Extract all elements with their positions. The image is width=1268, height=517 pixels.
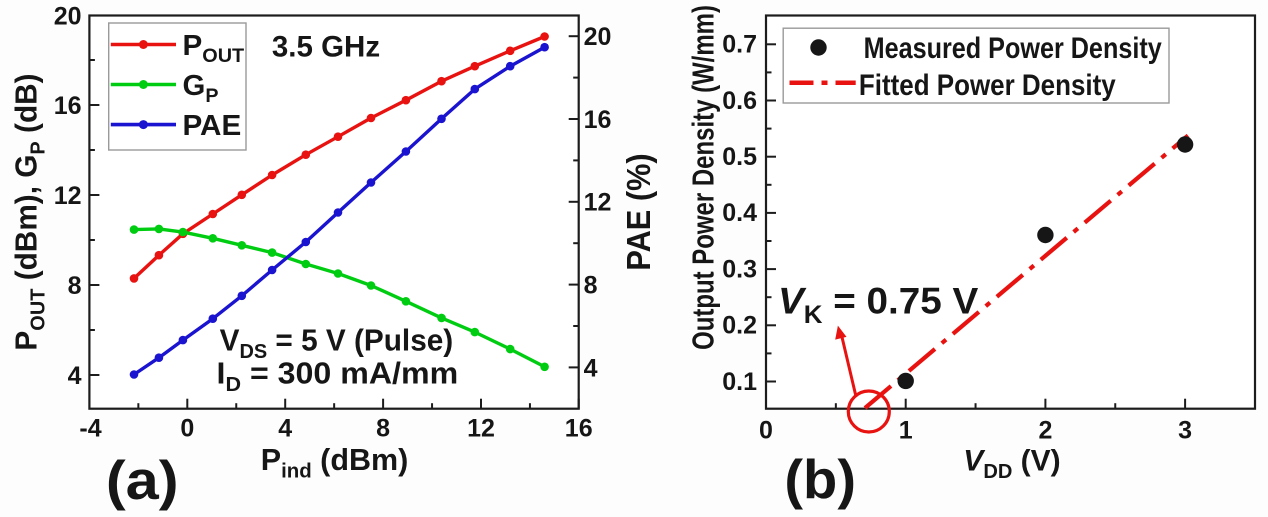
svg-text:VDD (V): VDD (V) [963, 445, 1060, 484]
svg-text:PAE: PAE [183, 110, 242, 141]
svg-text:8: 8 [68, 272, 82, 300]
svg-text:POUT (dBm), GP (dB): POUT (dBm), GP (dB) [9, 73, 49, 350]
svg-text:VDS = 5 V (Pulse): VDS = 5 V (Pulse) [220, 324, 454, 363]
svg-text:4: 4 [584, 354, 598, 382]
svg-text:16: 16 [565, 415, 593, 443]
svg-text:Output Power Density (W/mm): Output Power Density (W/mm) [686, 5, 720, 350]
svg-text:20: 20 [54, 2, 82, 30]
svg-text:0.6: 0.6 [722, 87, 757, 115]
svg-text:20: 20 [584, 23, 612, 51]
svg-text:3.5 GHz: 3.5 GHz [272, 30, 380, 63]
svg-text:4: 4 [278, 415, 292, 443]
svg-text:1: 1 [899, 417, 913, 445]
svg-text:0: 0 [759, 417, 773, 445]
svg-text:8: 8 [376, 415, 390, 443]
svg-text:VK = 0.75 V: VK = 0.75 V [778, 281, 978, 328]
svg-text:0.5: 0.5 [722, 143, 757, 171]
svg-text:-4: -4 [79, 415, 101, 443]
svg-text:8: 8 [584, 272, 598, 300]
svg-text:2: 2 [1038, 417, 1052, 445]
svg-text:Measured Power Density: Measured Power Density [864, 31, 1163, 65]
svg-text:12: 12 [54, 182, 82, 210]
svg-text:3: 3 [1178, 417, 1192, 445]
svg-text:16: 16 [54, 92, 82, 120]
svg-text:GP: GP [183, 70, 219, 107]
svg-text:0.4: 0.4 [722, 199, 757, 227]
svg-text:PAE (%): PAE (%) [620, 153, 657, 270]
svg-text:0.3: 0.3 [722, 255, 757, 283]
svg-text:0.2: 0.2 [722, 312, 757, 340]
svg-text:12: 12 [584, 189, 612, 217]
svg-text:(b): (b) [784, 449, 856, 510]
svg-text:POUT: POUT [183, 30, 245, 67]
svg-text:16: 16 [584, 106, 612, 134]
svg-text:4: 4 [68, 362, 82, 390]
svg-text:Fitted Power Density: Fitted Power Density [859, 68, 1116, 101]
svg-text:0: 0 [180, 415, 194, 443]
svg-text:ID = 300 mA/mm: ID = 300 mA/mm [217, 356, 459, 396]
svg-text:12: 12 [467, 415, 495, 443]
svg-text:Pind (dBm): Pind (dBm) [261, 443, 409, 483]
svg-text:0.1: 0.1 [722, 368, 757, 396]
svg-text:(a): (a) [106, 450, 179, 511]
svg-text:0.7: 0.7 [722, 31, 757, 59]
